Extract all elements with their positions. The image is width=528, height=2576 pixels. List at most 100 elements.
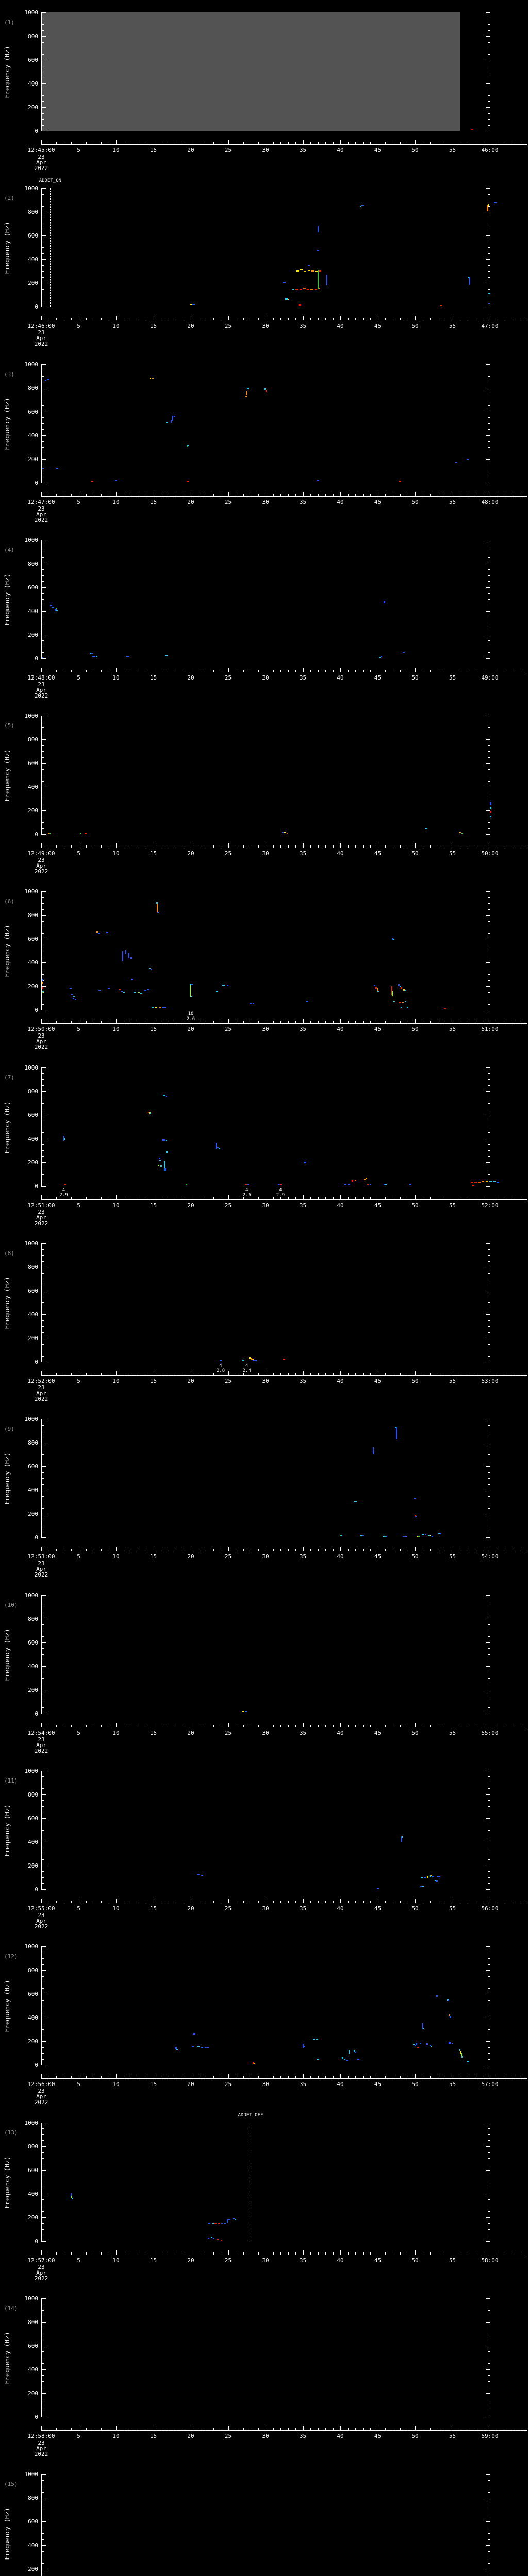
y-tick [42, 1537, 46, 1538]
y-tick [42, 42, 44, 43]
nodata-block [41, 12, 460, 131]
detection-point [48, 833, 50, 835]
y-tick-right [488, 652, 490, 653]
x-tick [48, 1197, 50, 1199]
y-tick [42, 107, 46, 108]
y-tick-right [488, 1004, 490, 1005]
y-tick [42, 909, 44, 910]
y-tick [42, 24, 44, 25]
detection-point [205, 2047, 207, 2048]
x-tick [295, 1021, 296, 1024]
x-tick [243, 1373, 244, 1376]
y-tick-right [488, 1806, 490, 1807]
x-tick [333, 1724, 334, 1727]
detection-point [395, 1426, 397, 1428]
x-tick-label: 55 [449, 1201, 456, 1209]
y-tick [42, 1970, 46, 1971]
x-tick [340, 1722, 341, 1727]
y-tick-right [488, 909, 490, 910]
x-start-time-label: 12:57:00 [27, 2257, 55, 2264]
y-tick-right [486, 364, 490, 365]
y-tick-right [486, 1091, 490, 1092]
event-marker-label: ADDET_OFF [238, 2112, 263, 2118]
y-tick [42, 1174, 44, 1175]
panel-index-label: (8) [4, 1250, 14, 1257]
y-tick [42, 581, 44, 582]
panel-index-label: (14) [4, 2304, 18, 2312]
x-tick [86, 318, 87, 320]
x-tick [243, 142, 244, 144]
x-tick-label: 55 [449, 498, 456, 505]
x-tick [56, 494, 57, 496]
detection-point [84, 833, 87, 835]
y-tick-label: 600 [28, 936, 38, 943]
y-tick [42, 1156, 44, 1157]
detection-point [399, 986, 401, 988]
y-tick-right [488, 2533, 490, 2534]
detection-point [208, 2223, 211, 2224]
y-tick [42, 2474, 46, 2475]
detection-point [439, 1876, 441, 1877]
x-tick [213, 2428, 214, 2430]
detection-point [193, 2032, 196, 2035]
x-tick [243, 1900, 244, 1903]
y-tick [42, 739, 46, 740]
detection-point [392, 938, 393, 940]
x-start-time-label: 12:51:00 [27, 1201, 55, 1209]
detection-point [54, 608, 57, 611]
x-axis-date-line: 2022 [34, 1747, 48, 1754]
y-tick [42, 1636, 44, 1637]
y-axis-left [41, 364, 42, 483]
x-tick-label: 55 [449, 1026, 456, 1033]
detection-point [42, 987, 44, 989]
x-tick-label: 55 [449, 1905, 456, 1912]
x-tick [430, 1549, 431, 1551]
x-axis-date-line: 2022 [34, 341, 48, 348]
x-tick [400, 1373, 401, 1376]
x-tick [385, 142, 386, 144]
x-tick-label: 5 [77, 147, 80, 154]
detection-point [304, 1162, 306, 1164]
detection-point [415, 1516, 417, 1517]
detection-point [354, 1180, 356, 1182]
detection-point [197, 1874, 200, 1876]
detection-point [128, 952, 129, 958]
detection-point [444, 1008, 446, 1010]
x-tick-label: 10 [112, 323, 120, 330]
x-tick [400, 494, 401, 496]
y-tick-right [488, 1174, 490, 1175]
detection-point [362, 1535, 364, 1536]
x-tick-label: 55 [449, 2432, 456, 2439]
x-tick [370, 2252, 371, 2255]
x-axis-date-line: Apr [36, 1566, 46, 1573]
x-tick [348, 494, 349, 496]
y-tick-label: 1000 [24, 9, 39, 16]
y-tick-right [488, 1255, 490, 1256]
x-tick [362, 318, 364, 320]
detection-point [383, 1535, 385, 1537]
detection-point [470, 1182, 473, 1183]
panel-index-label: (7) [4, 1074, 14, 1081]
x-tick [325, 1549, 326, 1551]
detection-point [125, 950, 126, 954]
x-axis-date-line: 2022 [34, 1571, 48, 1579]
detection-point [92, 656, 95, 657]
y-tick-right [488, 423, 490, 424]
detection-point [317, 270, 319, 290]
detection-annotation-value: 2.6 [186, 1016, 195, 1022]
y-tick [42, 188, 46, 189]
y-tick-label: 400 [28, 959, 38, 967]
x-tick-label: 10 [112, 1201, 120, 1209]
y-tick-right [486, 435, 490, 436]
x-tick-label: 55 [449, 2081, 456, 2088]
y-tick-right [486, 658, 490, 659]
y-tick-right [488, 757, 490, 758]
detection-point [224, 2222, 226, 2224]
x-tick-label: 5 [77, 1378, 80, 1385]
detection-point [452, 2043, 453, 2044]
x-tick [71, 494, 72, 496]
detection-point [367, 1184, 369, 1185]
x-tick [86, 2428, 87, 2430]
y-tick-right [488, 1677, 490, 1679]
detection-point [310, 289, 314, 290]
